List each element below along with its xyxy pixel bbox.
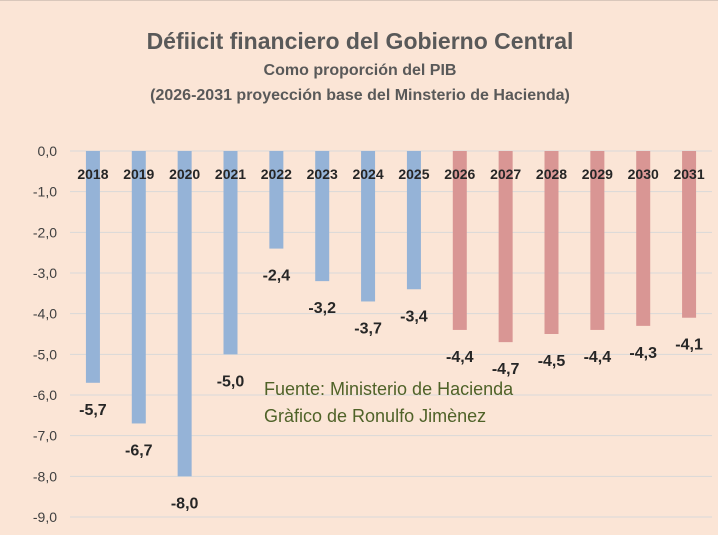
data-label: -4,3 <box>629 345 657 362</box>
labels: 0,0 -1,0 -2,0 -3,0 -4,0 -5,0 -6,0 -7,0 -8,0 -9,0 2… <box>33 143 705 525</box>
chart-subtitle: Como proporción del PIB <box>264 62 457 79</box>
bar-2023 <box>315 151 330 282</box>
x-tick-label: 2030 <box>628 166 659 182</box>
x-tick-label: 2029 <box>582 166 613 182</box>
bar-2030 <box>636 151 651 326</box>
data-label: -4,4 <box>446 349 474 366</box>
chart-title: Défiicit financiero del Gobierno Central <box>147 28 574 54</box>
data-label: -3,2 <box>308 300 336 317</box>
data-label: -3,4 <box>400 308 428 325</box>
bars <box>85 151 697 477</box>
x-tick-label: 2024 <box>352 166 383 182</box>
bar-2028 <box>544 151 559 334</box>
bar-2018 <box>85 151 100 383</box>
author-annotation: Gràfico de Ronulfo Jimènez <box>264 406 486 426</box>
data-label: -3,7 <box>354 320 382 337</box>
chart-subtitle-projection-note: (2026-2031 proyección base del Minsterio… <box>150 87 570 104</box>
data-label: -4,4 <box>584 349 612 366</box>
y-tick-label: -6,0 <box>33 387 57 403</box>
y-tick-label: -8,0 <box>33 468 57 484</box>
bar-2025 <box>406 151 421 290</box>
x-tick-label: 2028 <box>536 166 567 182</box>
y-tick-label: -3,0 <box>33 265 57 281</box>
y-tick-label: -7,0 <box>33 428 57 444</box>
data-label: -6,7 <box>125 442 153 459</box>
data-label: -8,0 <box>171 495 199 512</box>
bar-2019 <box>131 151 146 424</box>
bar-2026 <box>452 151 467 330</box>
data-label: -4,1 <box>675 337 703 354</box>
data-label: -5,7 <box>79 402 107 419</box>
y-tick-label: -2,0 <box>33 224 57 240</box>
bar-2022 <box>269 151 284 249</box>
bar-2021 <box>223 151 238 355</box>
x-tick-label: 2020 <box>169 166 200 182</box>
x-tick-label: 2023 <box>307 166 338 182</box>
y-tick-label: -1,0 <box>33 184 57 200</box>
source-annotation: Fuente: Ministerio de Hacienda <box>264 379 514 399</box>
x-tick-label: 2031 <box>673 166 704 182</box>
y-tick-label: 0,0 <box>38 143 58 159</box>
data-label: -5,0 <box>217 373 245 390</box>
gridlines <box>70 150 712 518</box>
bar-2031 <box>682 151 697 318</box>
bar-2027 <box>498 151 513 343</box>
y-tick-label: -4,0 <box>33 306 57 322</box>
data-label: -4,5 <box>538 353 566 370</box>
x-tick-label: 2025 <box>398 166 429 182</box>
x-tick-label: 2022 <box>261 166 292 182</box>
data-label: -4,7 <box>492 361 520 378</box>
y-tick-label: -5,0 <box>33 346 57 362</box>
y-tick-label: -9,0 <box>33 509 57 525</box>
data-label: -2,4 <box>263 268 291 285</box>
x-tick-label: 2026 <box>444 166 475 182</box>
x-tick-label: 2021 <box>215 166 246 182</box>
bar-2020 <box>177 151 192 477</box>
x-tick-label: 2018 <box>77 166 108 182</box>
bar-2029 <box>590 151 605 330</box>
bar-2024 <box>361 151 376 302</box>
x-tick-label: 2019 <box>123 166 154 182</box>
x-tick-label: 2027 <box>490 166 521 182</box>
